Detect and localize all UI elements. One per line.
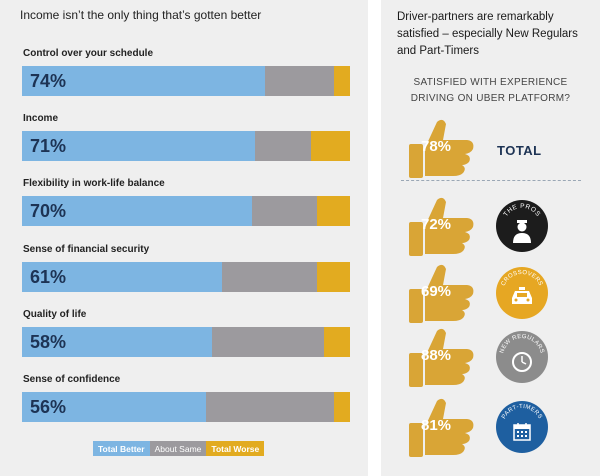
thumbs-up-icon: [409, 197, 474, 256]
part-timers-pct: 81%: [421, 417, 452, 434]
new-regulars-badge: NEW REGULARS: [496, 331, 548, 383]
category-label-flexibility: Flexibility in work-life balance: [23, 178, 165, 190]
calendar-icon: [513, 423, 531, 441]
legend-total-better: Total Better: [93, 441, 150, 456]
category-label-control: Control over your schedule: [23, 48, 154, 59]
bar-financial-security: 61%: [22, 261, 350, 292]
total-label: TOTAL: [497, 143, 542, 158]
category-label-income: Income: [23, 113, 59, 125]
bar-segment-about-same: [251, 196, 318, 227]
bar-segment-total-worse: [333, 392, 350, 422]
crossovers-pct: 69%: [421, 283, 452, 300]
bar-segment-about-same: [212, 326, 324, 357]
thumbs-up-icon: [409, 119, 474, 178]
legend-about-same: About Same: [149, 441, 207, 456]
total-pct: 78%: [421, 138, 452, 155]
category-label-financial-security: Sense of financial security: [23, 243, 150, 255]
bar-value-label: 70%: [30, 201, 67, 222]
bar-segment-about-same: [222, 261, 318, 292]
bar-confidence: 56%: [22, 392, 350, 422]
category-label-confidence: Sense of confidence: [23, 374, 121, 385]
bar-segment-total-worse: [333, 66, 350, 96]
person-icon: [513, 220, 531, 243]
bar-quality-of-life: 58%: [22, 326, 350, 357]
bar-segment-total-better: [22, 326, 213, 357]
bar-segment-total-better: [22, 261, 223, 292]
thumbs-up-icon: [409, 264, 474, 323]
thumbs-up-icon: [409, 398, 474, 457]
new-regulars-pct: 88%: [421, 347, 452, 364]
bar-control: 74%: [22, 66, 350, 96]
bar-segment-total-worse: [310, 131, 350, 162]
right-panel-subtitle: SATISFIED WITH EXPERIENCE DRIVING ON UBE…: [385, 75, 596, 107]
car-icon: [512, 287, 532, 304]
subtitle-line-1: SATISFIED WITH EXPERIENCE: [413, 77, 568, 88]
clock-icon: [512, 352, 532, 372]
bar-value-label: 58%: [30, 331, 67, 352]
bar-segment-about-same: [264, 66, 334, 96]
crossovers-badge: CROSSOVERS: [496, 267, 548, 319]
right-panel-title: Driver-partners are remarkably satisfied…: [397, 11, 578, 57]
bar-segment-about-same: [205, 392, 334, 422]
bar-value-label: 61%: [30, 266, 67, 287]
bar-segment-total-worse: [317, 261, 350, 292]
bar-segment-total-better: [22, 131, 255, 162]
bar-value-label: 74%: [30, 71, 67, 91]
bar-segment-total-better: [22, 392, 206, 422]
left-panel: Income isn’t the only thing that’s gotte…: [0, 0, 368, 476]
bar-flexibility: 70%: [22, 196, 350, 227]
thumbs-up-icon: [409, 328, 474, 387]
bar-segment-total-better: [22, 196, 252, 227]
category-label-quality-of-life: Quality of life: [23, 308, 87, 320]
pros-badge: THE PROS: [496, 200, 548, 252]
bar-segment-total-worse: [323, 326, 350, 357]
legend-total-worse: Total Worse: [206, 441, 265, 456]
bar-income: 71%: [22, 131, 350, 162]
bar-segment-total-worse: [317, 196, 350, 227]
pros-pct: 72%: [421, 216, 452, 233]
left-panel-title: Income isn’t the only thing that’s gotte…: [20, 8, 262, 22]
bar-value-label: 71%: [30, 136, 67, 157]
chart-legend: Total Better About Same Total Worse: [93, 441, 265, 456]
bar-value-label: 56%: [30, 397, 67, 417]
bar-segment-total-better: [22, 66, 265, 96]
right-panel: Driver-partners are remarkably satisfied…: [381, 0, 600, 476]
subtitle-line-2: DRIVING ON UBER PLATFORM?: [410, 93, 571, 104]
part-timers-badge: PART-TIMERS: [496, 401, 548, 453]
divider: [401, 180, 581, 181]
bar-segment-about-same: [254, 131, 311, 162]
